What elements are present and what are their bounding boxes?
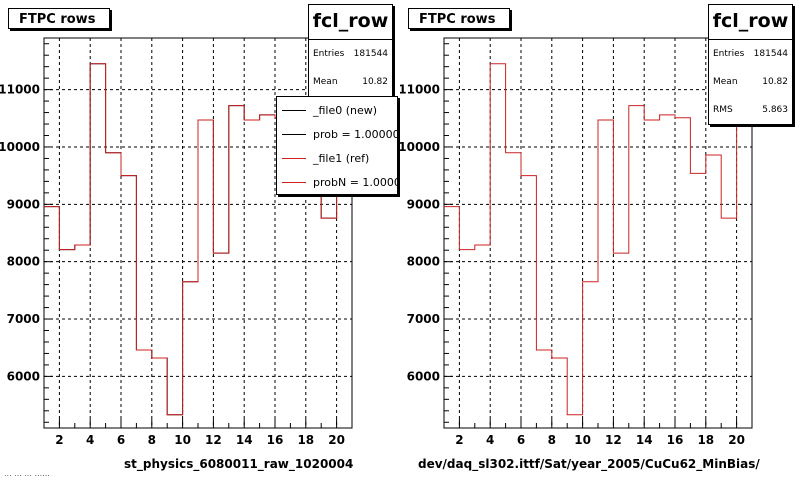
legend-item-file1: _file1 (ref)	[277, 148, 369, 168]
right-x-tick-label: 20	[728, 433, 745, 447]
right-stats-entries-label: Entries	[713, 49, 745, 59]
left-panel: 2 4 6 8 10 12 14 16 18 20 6000 7000 8000 9000 10000 110…	[0, 4, 398, 478]
left-histogram-plot: 2 4 6 8 10 12 14 16 18 20 6000 7000 8000 9000 10000 110…	[0, 37, 353, 447]
right-bottom-label: dev/daq_sl302.ittf/Sat/year_2005/CuCu62_…	[418, 457, 760, 471]
left-stats-box: fcl_row Entries 181544 Mean 10.82	[308, 4, 393, 97]
right-y-tick-label: 6000	[407, 369, 440, 383]
left-x-tick-label: 2	[55, 433, 63, 447]
right-stats-rms-value: 5.863	[762, 105, 788, 115]
right-x-tick-label: 8	[548, 433, 556, 447]
legend-label-file0: _file0 (new)	[313, 103, 378, 117]
left-stats-entries-label: Entries	[313, 49, 345, 59]
right-x-tick-label: 2	[455, 433, 463, 447]
left-y-tick-label: 7000	[7, 312, 40, 326]
legend-label-file1: _file1 (ref)	[313, 151, 370, 165]
right-y-tick-label: 7000	[407, 312, 440, 326]
right-stats-mean-row: Mean 10.82	[709, 68, 792, 96]
right-stats-rms-row: RMS 5.863	[709, 96, 792, 124]
left-stats-mean-label: Mean	[313, 77, 338, 87]
left-stats-mean-value: 10.82	[362, 77, 388, 87]
right-histogram-plot: 2 4 6 8 10 12 14 16 18 20 6000 7000 8000 9000 10000 110…	[400, 37, 753, 447]
right-x-tick-label: 12	[605, 433, 622, 447]
legend-item-prob: prob = 1.000000	[277, 124, 398, 144]
left-x-tick-label: 10	[174, 433, 191, 447]
right-stats-entries-row: Entries 181544	[709, 40, 792, 68]
left-x-tick-label: 6	[117, 433, 125, 447]
left-y-tick-label: 11000	[0, 83, 40, 97]
right-stats-box: fcl_row Entries 181544 Mean 10.82 RMS 5.…	[708, 4, 793, 125]
left-x-tick-label: 4	[86, 433, 94, 447]
right-x-tick-label: 16	[667, 433, 684, 447]
left-y-tick-label: 10000	[0, 140, 40, 154]
left-x-tick-label: 16	[267, 433, 284, 447]
right-stats-name: fcl_row	[709, 5, 792, 40]
left-y-tick-label: 9000	[7, 197, 40, 211]
right-y-tick-label: 11000	[400, 83, 440, 97]
left-stats-entries-row: Entries 181544	[309, 40, 392, 68]
legend-label-prob: prob = 1.000000	[313, 127, 398, 141]
legend-label-probn: probN = 1.000000	[313, 175, 397, 189]
left-x-tick-label: 8	[148, 433, 156, 447]
legend-swatch-file0	[282, 109, 306, 111]
right-stats-mean-value: 10.82	[762, 77, 788, 87]
right-y-tick-label: 9000	[407, 197, 440, 211]
left-corner-text: ... ... ... ......	[4, 469, 50, 478]
right-x-tick-label: 4	[486, 433, 494, 447]
left-x-tick-label: 14	[236, 433, 253, 447]
left-stats-entries-value: 181544	[353, 49, 388, 59]
right-stats-mean-label: Mean	[713, 77, 738, 87]
right-x-tick-label: 6	[517, 433, 525, 447]
left-y-tick-label: 6000	[7, 369, 40, 383]
right-y-tick-label: 10000	[400, 140, 440, 154]
right-title-box: FTPC rows	[408, 8, 510, 29]
left-stats-name: fcl_row	[309, 5, 392, 40]
right-stats-entries-value: 181544	[753, 49, 788, 59]
right-series-0-line	[444, 63, 752, 416]
left-x-tick-label: 18	[297, 433, 314, 447]
legend-swatch-prob	[282, 133, 306, 135]
right-panel: 2 4 6 8 10 12 14 16 18 20 6000 7000 8000 9000 10000 110…	[400, 0, 800, 480]
right-x-tick-label: 18	[697, 433, 714, 447]
left-x-tick-label: 20	[328, 433, 345, 447]
left-stats-mean-row: Mean 10.82	[309, 68, 392, 96]
right-x-tick-label: 14	[636, 433, 653, 447]
left-title-box: FTPC rows	[8, 8, 110, 29]
left-bottom-label: st_physics_6080011_raw_1020004	[124, 457, 354, 471]
legend-item-file0: _file0 (new)	[277, 100, 377, 120]
left-legend: _file0 (new) prob = 1.000000 _file1 (ref…	[276, 96, 398, 195]
legend-item-probn: probN = 1.000000	[277, 172, 397, 192]
left-y-tick-label: 8000	[7, 255, 40, 269]
left-x-tick-label: 12	[205, 433, 222, 447]
legend-swatch-file1	[282, 157, 306, 159]
legend-swatch-probn	[282, 181, 306, 183]
right-x-tick-label: 10	[574, 433, 591, 447]
right-y-tick-label: 8000	[407, 255, 440, 269]
right-stats-rms-label: RMS	[713, 105, 733, 115]
